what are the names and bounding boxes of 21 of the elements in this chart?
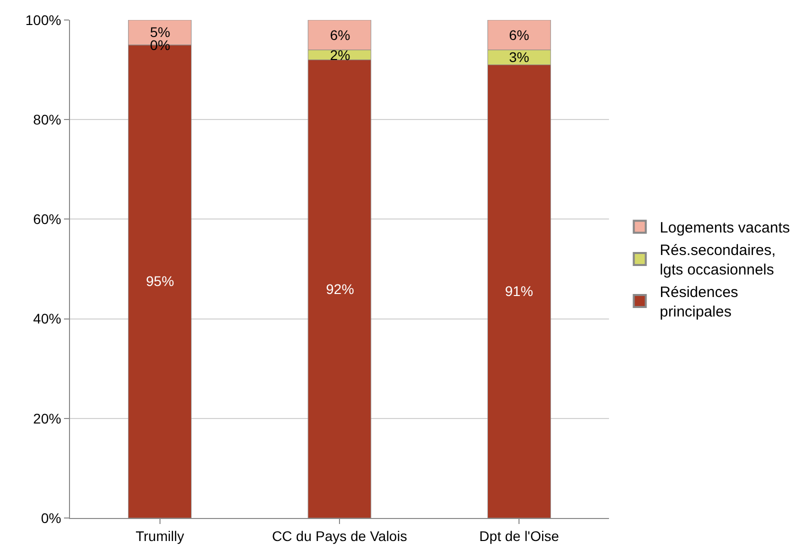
- y-tick-label: 20%: [33, 410, 62, 426]
- legend-label: Rés.secondaires, lgts occasionnels: [660, 242, 776, 279]
- data-label: 95%: [146, 273, 174, 289]
- x-tick-label: Trumilly: [136, 528, 184, 544]
- data-label: 6%: [330, 27, 350, 43]
- y-tick-label: 40%: [33, 310, 62, 327]
- y-tick-label: 100%: [25, 12, 62, 28]
- x-tick-label: CC du Pays de Valois: [272, 528, 408, 544]
- data-label: 91%: [505, 283, 534, 299]
- data-label: 5%: [150, 24, 170, 40]
- legend-label: Résidences principales: [660, 284, 738, 321]
- data-label: 6%: [509, 27, 530, 43]
- data-label: 3%: [509, 49, 530, 65]
- data-label: 0%: [150, 37, 170, 53]
- y-tick-label: 0%: [40, 510, 62, 526]
- x-tick-label: Dpt de l'Oise: [479, 528, 560, 544]
- data-label: 92%: [326, 281, 354, 297]
- y-tick-label: 60%: [33, 211, 62, 228]
- data-label: 2%: [330, 47, 350, 63]
- legend-label: Logements vacants: [660, 220, 790, 237]
- y-tick-label: 80%: [33, 112, 62, 128]
